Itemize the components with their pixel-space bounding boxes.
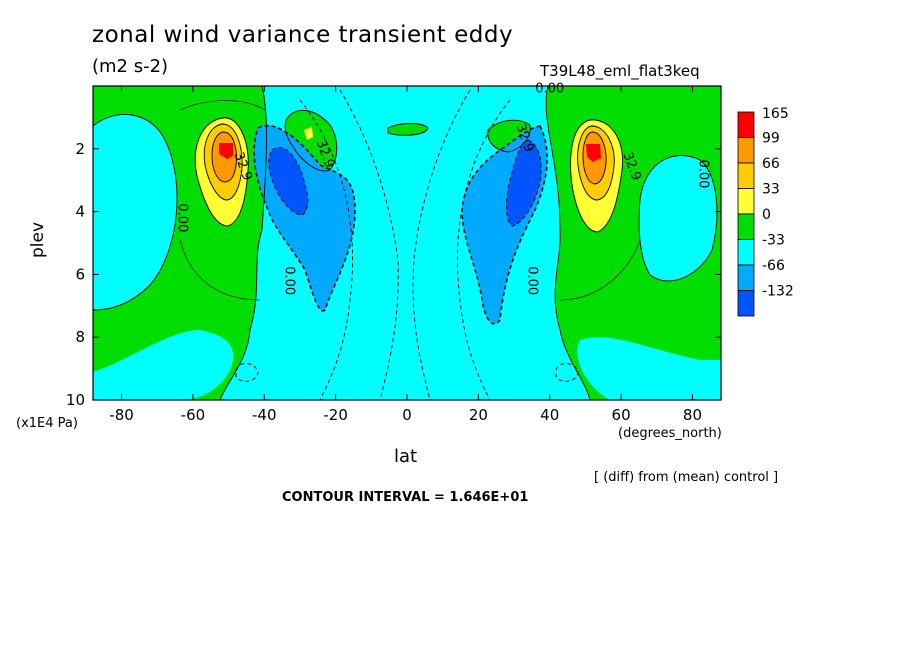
- sh-dark-blue-core: [268, 147, 308, 215]
- center-green-island: [388, 123, 428, 136]
- colorbar-swatch: [737, 111, 755, 138]
- x-tick-label: -60: [181, 406, 206, 424]
- colorbar-label: 33: [762, 182, 780, 198]
- contour-label: 0.00: [696, 159, 711, 188]
- y-tick-label: 4: [75, 203, 85, 221]
- x-tick-label: 20: [469, 406, 488, 424]
- sh-lower-cyan-lobe: [93, 330, 234, 400]
- y-axis: 2 4 6 8 10: [66, 140, 721, 409]
- nh-lower-cyan-lobe: [577, 337, 721, 400]
- chart-title: zonal wind variance transient eddy: [92, 22, 514, 48]
- colorbar-label: 165: [762, 106, 789, 122]
- y-tick-label: 2: [75, 140, 85, 158]
- colorbar-label: -33: [762, 233, 785, 249]
- x-tick-label: 80: [683, 406, 702, 424]
- colorbar-swatch: [737, 213, 755, 240]
- contour-label: 0.00: [175, 203, 190, 232]
- colorbar-swatch: [737, 137, 755, 164]
- colorbar-label: -66: [762, 258, 785, 274]
- y-tick-label: 6: [75, 265, 85, 283]
- colorbar-swatch: [737, 239, 755, 266]
- colorbar-swatch: [737, 188, 755, 215]
- diff-note: [ (diff) from (mean) control ]: [594, 470, 779, 485]
- contour-field: [93, 86, 721, 400]
- run-id: T39L48_eml_flat3keq: [540, 62, 700, 80]
- colorbar-label: -132: [762, 284, 794, 300]
- positive-contours: [93, 86, 718, 400]
- y-tick-label: 8: [75, 328, 85, 346]
- contour-label: 0.00: [282, 266, 297, 295]
- contour-interval: CONTOUR INTERVAL = 1.646E+01: [282, 490, 529, 505]
- x-axis: -80 -60 -40 -20 0 20 40 60 80: [109, 86, 702, 424]
- negative-contours: [235, 89, 579, 400]
- colorbar-label: 66: [762, 156, 780, 172]
- nh-dark-blue-core: [506, 140, 542, 226]
- x-tick-label: 40: [540, 406, 559, 424]
- x-tick-label: 0: [402, 406, 412, 424]
- colorbar-swatch: [737, 264, 755, 291]
- colorbar-swatch: [737, 162, 755, 189]
- colorbar-label: 99: [762, 131, 780, 147]
- nh-polar-cyan-cell: [639, 155, 717, 281]
- contour-label: 0.00: [524, 266, 539, 295]
- chart-units: (m2 s-2): [92, 56, 169, 77]
- y-axis-units: (x1E4 Pa): [16, 416, 78, 431]
- y-tick-label: 10: [66, 391, 85, 409]
- sh-jet-red: [219, 143, 233, 159]
- x-axis-label: lat: [394, 446, 418, 467]
- x-tick-label: -80: [109, 406, 134, 424]
- sh-upper-green-blob: [285, 110, 337, 171]
- x-tick-label: -20: [323, 406, 348, 424]
- sh-polar-cyan-cell: [93, 114, 177, 310]
- colorbar-swatch: [737, 290, 755, 317]
- x-tick-label: -40: [252, 406, 277, 424]
- contour-label: 0.00: [535, 81, 564, 96]
- colorbar: 165 99 66 33 0 -33 -66 -132: [737, 106, 794, 317]
- colorbar-label: 0: [762, 207, 771, 223]
- x-tick-label: 60: [612, 406, 631, 424]
- sh-small-yellow-patch: [304, 127, 313, 140]
- x-axis-units: (degrees_north): [618, 426, 722, 441]
- nh-jet-red: [586, 144, 601, 162]
